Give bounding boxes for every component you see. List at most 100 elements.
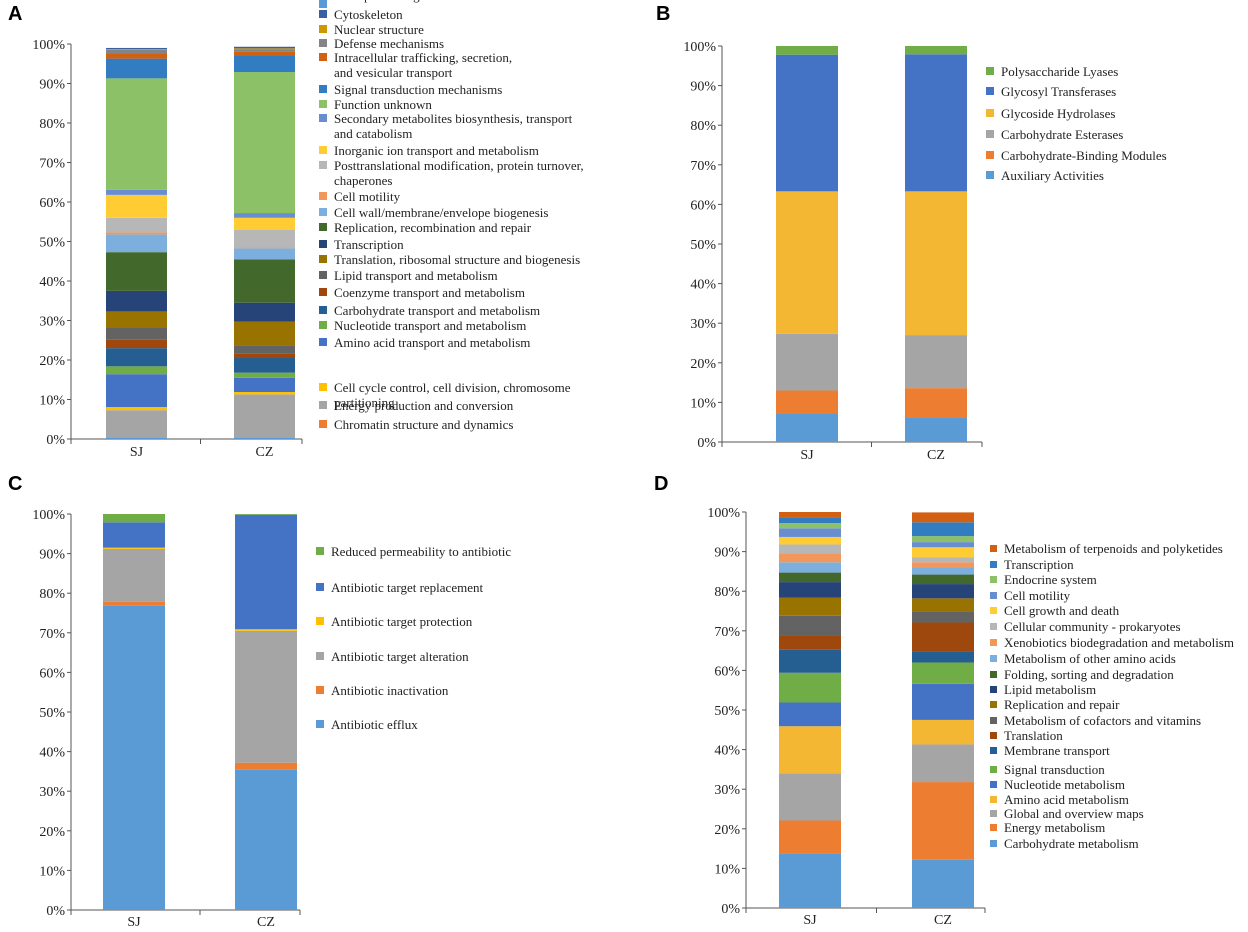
- legend-swatch: [990, 732, 997, 739]
- bar-segment: [106, 407, 167, 411]
- bar-segment: [912, 562, 974, 568]
- y-tick-label: 10%: [39, 394, 65, 409]
- legend-label: Auxiliary Activities: [1001, 168, 1104, 183]
- x-category-label: CZ: [934, 913, 952, 928]
- legend-label: Antibiotic target replacement: [331, 580, 483, 595]
- legend-label: Antibiotic inactivation: [331, 683, 449, 698]
- bar-segment: [106, 217, 167, 233]
- legend-label: Energy production and conversion: [334, 398, 514, 413]
- y-tick-label: 40%: [39, 746, 65, 761]
- legend-swatch: [990, 747, 997, 754]
- bar-segment: [912, 744, 974, 783]
- legend-swatch: [990, 701, 997, 708]
- bar-segment: [106, 49, 167, 50]
- legend-label: Amino acid transport and metabolism: [334, 335, 530, 350]
- legend-label: Folding, sorting and degradation: [1004, 667, 1174, 682]
- y-tick-label: 20%: [714, 823, 740, 838]
- y-tick-label: 70%: [39, 157, 65, 172]
- bar-segment: [776, 54, 838, 192]
- legend-swatch: [990, 781, 997, 788]
- bar-segment: [106, 339, 167, 349]
- y-tick-label: 70%: [39, 627, 65, 642]
- legend-swatch: [316, 652, 324, 660]
- y-tick-label: 60%: [714, 664, 740, 679]
- bar-segment: [776, 46, 838, 55]
- legend-label: Antibiotic target protection: [331, 614, 473, 629]
- bar-segment: [776, 413, 838, 442]
- bar-segment: [779, 572, 841, 583]
- legend-swatch: [990, 686, 997, 693]
- y-tick-label: 100%: [707, 506, 740, 521]
- legend-swatch: [319, 208, 327, 216]
- y-tick-label: 40%: [714, 744, 740, 759]
- bar-segment: [905, 335, 967, 389]
- legend-swatch: [990, 561, 997, 568]
- legend-label: Replication, recombination and repair: [334, 220, 532, 235]
- y-tick-label: 60%: [39, 666, 65, 681]
- legend-swatch: [319, 146, 327, 154]
- bar-segment: [234, 437, 295, 439]
- bar-segment: [912, 782, 974, 860]
- bar-segment: [776, 333, 838, 391]
- legend-label: Metabolism of other amino acids: [1004, 651, 1176, 666]
- legend-label: RNA processing and modification: [334, 0, 512, 3]
- bar-segment: [106, 328, 167, 340]
- legend-swatch: [990, 623, 997, 630]
- bar-segment: [912, 662, 974, 684]
- y-tick-label: 100%: [32, 508, 65, 523]
- legend-label: Secondary metabolites biosynthesis, tran…: [334, 111, 573, 141]
- bar-segment: [912, 584, 974, 599]
- legend-swatch: [990, 655, 997, 662]
- y-tick-label: 40%: [39, 275, 65, 290]
- bar-segment: [779, 523, 841, 529]
- y-tick-label: 50%: [690, 238, 716, 253]
- legend-swatch: [316, 617, 324, 625]
- bar-segment: [905, 54, 967, 192]
- bar-segment: [234, 345, 295, 354]
- bar-segment: [234, 49, 295, 52]
- bar-segment: [234, 247, 295, 249]
- bar-segment: [106, 232, 167, 235]
- legend-swatch: [319, 240, 327, 248]
- y-tick-label: 100%: [683, 40, 716, 55]
- legend-label: Signal transduction mechanisms: [334, 82, 502, 97]
- legend-label: Translation: [1004, 728, 1063, 743]
- bar-segment: [235, 629, 297, 631]
- y-tick-label: 80%: [714, 585, 740, 600]
- bar-segment: [779, 649, 841, 673]
- legend-swatch: [990, 545, 997, 552]
- legend-swatch: [316, 583, 324, 591]
- legend-swatch: [990, 639, 997, 646]
- x-category-label: SJ: [130, 445, 144, 460]
- legend-label: Xenobiotics biodegradation and metabolis…: [1004, 635, 1234, 650]
- legend-label: Reduced permeability to antibiotic: [331, 544, 511, 559]
- bar-segment: [103, 514, 165, 523]
- bar-segment: [912, 598, 974, 612]
- bar-segment: [103, 548, 165, 602]
- bar-segment: [234, 437, 295, 438]
- panel-b: B 0% 10% 20% 30% 40% 50% 60% 70% 80% 90% 100% SJ CZ Po…: [656, 3, 1167, 463]
- legend-swatch: [990, 796, 997, 803]
- bar-segment: [779, 517, 841, 524]
- bar-segment: [779, 597, 841, 616]
- bar-segment: [779, 853, 841, 908]
- bar-segment: [912, 574, 974, 585]
- bar-segment: [912, 719, 974, 745]
- legend-label: Translation, ribosomal structure and bio…: [334, 252, 580, 267]
- x-category-label: SJ: [800, 448, 814, 463]
- bar-segment: [106, 78, 167, 190]
- legend-swatch: [990, 766, 997, 773]
- legend-label: Metabolism of cofactors and vitamins: [1004, 713, 1201, 728]
- bar-segment: [103, 601, 165, 606]
- bar-segment: [103, 605, 165, 910]
- bar-segment: [779, 553, 841, 563]
- legend-label: Posttranslational modification, protein …: [334, 158, 584, 188]
- y-tick-label: 10%: [39, 864, 65, 879]
- bar-segment: [234, 259, 295, 303]
- bar-segment: [234, 72, 295, 214]
- panel-c: C 0% 10% 20% 30% 40% 50% 60% 70% 80% 90% 100% SJ CZ Re…: [8, 473, 511, 930]
- bar-segment: [106, 194, 167, 218]
- bar-segment: [106, 47, 167, 50]
- legend-swatch: [319, 192, 327, 200]
- legend-swatch: [319, 25, 327, 33]
